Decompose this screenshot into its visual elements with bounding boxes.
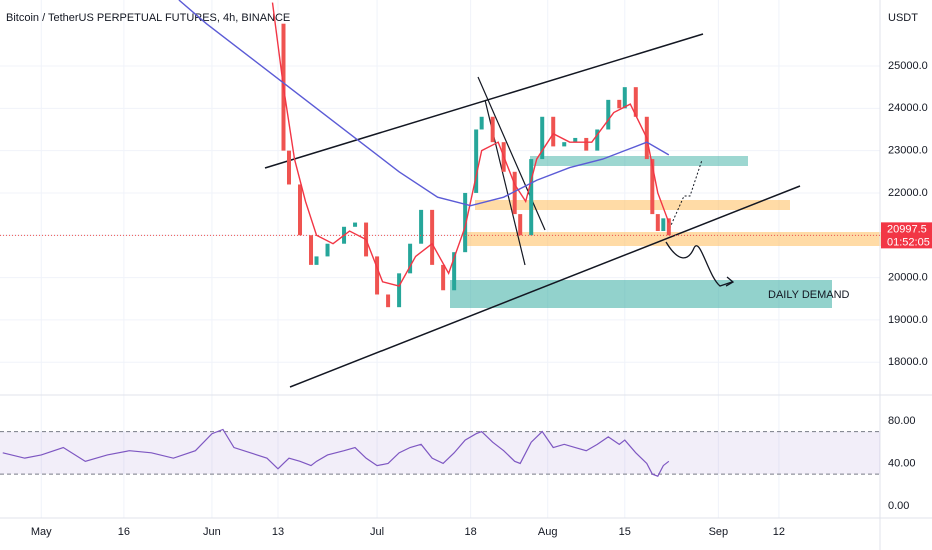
candle	[650, 159, 655, 215]
y-tick-label: 40.00	[888, 457, 916, 469]
currency: USDT	[888, 12, 918, 24]
support-zone	[463, 232, 932, 246]
y-tick-label: 0.00	[888, 500, 909, 512]
rsi-line	[2, 428, 670, 477]
rsi-band	[0, 431, 880, 475]
candle	[309, 235, 314, 265]
candle	[518, 214, 523, 236]
candle	[512, 171, 517, 215]
candle	[441, 264, 446, 291]
candle	[490, 116, 495, 143]
moving-average	[271, 2, 670, 287]
last-price-label: 20997.5	[887, 223, 927, 235]
supply-zone	[530, 156, 748, 166]
price-pane	[178, 0, 671, 308]
candle	[584, 137, 589, 151]
x-tick-label: Sep	[709, 526, 729, 538]
y-tick-label: 20000.0	[888, 271, 928, 283]
candle	[452, 252, 457, 291]
candle	[419, 209, 424, 244]
x-tick-label: Aug	[538, 526, 558, 538]
x-tick-label: 13	[272, 526, 284, 538]
candle	[540, 116, 545, 160]
x-tick-label: 15	[619, 526, 631, 538]
candle	[655, 214, 660, 232]
arrow-head	[725, 276, 735, 287]
candle	[622, 87, 627, 109]
drawings	[264, 33, 932, 388]
y-tick-label: 19000.0	[888, 314, 928, 326]
candle	[325, 243, 330, 257]
candle	[573, 137, 578, 143]
y-tick-label: 80.00	[888, 415, 916, 427]
x-tick-label: May	[31, 526, 52, 538]
chart-title: Bitcoin / TetherUS PERPETUAL FUTURES, 4h…	[6, 12, 290, 24]
countdown: 01:52:05	[887, 236, 930, 248]
candle	[606, 99, 611, 130]
x-tick-label: 18	[465, 526, 477, 538]
candle	[375, 256, 380, 295]
candle	[666, 218, 671, 236]
bull-path	[667, 159, 703, 233]
bear-path	[665, 241, 733, 287]
candle	[633, 87, 638, 117]
channel-top	[264, 33, 704, 169]
candle	[474, 129, 479, 193]
y-tick-label: 24000.0	[888, 102, 928, 114]
last-price-box	[881, 222, 932, 249]
candle	[479, 116, 484, 130]
candle	[430, 209, 435, 265]
candle	[314, 256, 319, 265]
candle	[397, 273, 402, 308]
candle	[661, 218, 666, 232]
candle	[551, 116, 556, 147]
candle	[617, 99, 622, 109]
candle	[298, 184, 303, 236]
channel-bottom	[289, 185, 801, 388]
y-tick-label: 23000.0	[888, 145, 928, 157]
x-tick-label: Jun	[203, 526, 221, 538]
moving-average	[178, 0, 670, 207]
x-tick-label: 12	[773, 526, 785, 538]
flag-line	[477, 76, 546, 231]
candle	[386, 294, 391, 308]
y-tick-label: 25000.0	[888, 60, 928, 72]
candle	[353, 222, 358, 227]
demand-zone	[450, 280, 832, 308]
candle	[529, 159, 534, 236]
x-tick-label: 16	[118, 526, 130, 538]
resistance-zone	[475, 200, 790, 210]
candle	[463, 192, 468, 253]
y-tick-label: 18000.0	[888, 356, 928, 368]
annotation: DAILY DEMAND	[768, 289, 850, 301]
candle	[595, 129, 600, 151]
candle	[562, 142, 567, 147]
x-tick-label: Jul	[370, 526, 384, 538]
y-tick-label: 22000.0	[888, 187, 928, 199]
candle	[408, 243, 413, 274]
candle	[286, 150, 291, 185]
